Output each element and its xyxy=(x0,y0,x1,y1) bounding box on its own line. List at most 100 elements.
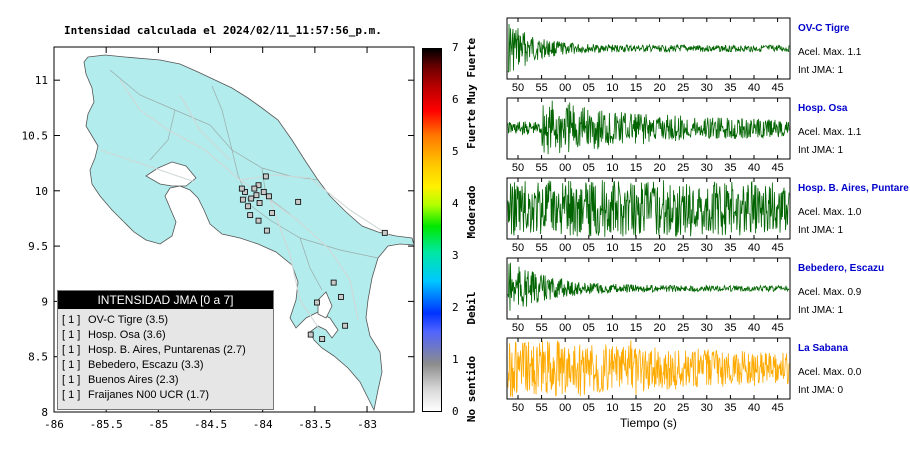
map-y-tick-label: 8.5 xyxy=(28,351,48,364)
trace-x-tick-label: 10 xyxy=(606,322,618,334)
trace-x-tick-label: 35 xyxy=(724,162,736,174)
trace-panel: 50 55 00 05 10 15 20 25 30 35 40 45 xyxy=(506,97,791,174)
station-marker xyxy=(381,229,388,236)
trace-station-name: Bebedero, Escazu xyxy=(798,263,885,274)
colorbar-tick-label: 7 xyxy=(452,41,459,54)
station-marker xyxy=(255,217,262,224)
trace-x-tick-label: 40 xyxy=(748,322,760,334)
golfo-dulce xyxy=(317,291,333,319)
trace-int-jma: Int JMA: 1 xyxy=(798,225,843,236)
trace-x-tick-label: 45 xyxy=(771,82,783,94)
trace-x-tick-label: 25 xyxy=(677,242,689,254)
station-marker xyxy=(319,336,326,342)
trace-panel: 50 55 00 05 10 15 20 25 30 35 40 45 xyxy=(506,17,791,94)
legend-item-name: Fraijanes N00 UCR (1.7) xyxy=(88,389,210,401)
waveform-line xyxy=(507,340,790,398)
accel-value: 0.0 xyxy=(847,367,862,378)
station-marker xyxy=(239,196,246,203)
trace-x-tick-label: 55 xyxy=(535,82,547,94)
trace-x-tick-label: 30 xyxy=(701,162,713,174)
int-value: 1 xyxy=(837,305,844,316)
trace-x-tick-label: 20 xyxy=(653,242,665,254)
station-marker xyxy=(260,188,267,195)
station-marker xyxy=(263,227,270,234)
accel-value: 1.1 xyxy=(847,47,862,58)
trace-x-tick-label: 50 xyxy=(512,402,524,414)
trace-x-tick-label: 10 xyxy=(606,242,618,254)
trace-accel-max: Acel. Max. 1.1 xyxy=(798,47,861,58)
colorbar-tick-label: 3 xyxy=(452,249,459,262)
trace-x-tick-label: 25 xyxy=(677,162,689,174)
trace-x-tick-label: 50 xyxy=(512,242,524,254)
station-points xyxy=(238,173,388,342)
trace-x-tick-label: 15 xyxy=(630,162,642,174)
legend-item: [ 1 ] Fraijanes N00 UCR (1.7) xyxy=(62,388,273,403)
waveform-line xyxy=(507,180,790,238)
int-value: 1 xyxy=(837,65,844,76)
trace-x-tick-label: 30 xyxy=(701,402,713,414)
trace-x-tick-label: 45 xyxy=(771,162,783,174)
intensity-colorbar xyxy=(422,48,442,412)
map-x-tick-label: -86 xyxy=(44,418,64,431)
trace-x-tick-label: 00 xyxy=(559,82,571,94)
int-value: 1 xyxy=(837,145,844,156)
trace-station-name: Hosp. B. Aires, Puntare xyxy=(798,183,909,194)
legend-item-name: Bebedero, Escazu (3.3) xyxy=(88,359,204,371)
station-marker xyxy=(266,193,272,200)
station-marker xyxy=(314,299,320,306)
trace-panel: 50 55 00 05 10 15 20 25 30 35 40 45 xyxy=(506,177,791,254)
trace-x-tick-label: 15 xyxy=(630,82,642,94)
map-x-tick-label: -85 xyxy=(148,418,168,431)
trace-x-tick-label: 00 xyxy=(559,402,571,414)
intensity-legend: INTENSIDAD JMA [0 a 7] [ 1 ] OV-C Tigre (… xyxy=(57,290,274,410)
trace-x-tick-label: 15 xyxy=(630,402,642,414)
trace-x-tick-label: 05 xyxy=(583,162,595,174)
trace-x-tick-label: 30 xyxy=(701,242,713,254)
trace-accel-max: Acel. Max. 1.1 xyxy=(798,127,861,138)
colorbar-tick-label: 5 xyxy=(452,145,459,158)
trace-x-tick-label: 25 xyxy=(677,322,689,334)
map-title: Intensidad calculada el 2024/02/11_11:57… xyxy=(64,24,382,37)
trace-x-tick-label: 45 xyxy=(771,322,783,334)
trace-x-tick-label: 20 xyxy=(653,322,665,334)
map-y-tick-label: 10 xyxy=(35,185,48,198)
trace-x-tick-label: 40 xyxy=(748,162,760,174)
legend-item-level: [ 1 ] xyxy=(62,344,81,356)
trace-accel-max: Acel. Max. 0.9 xyxy=(798,287,861,298)
colorbar-tick-label: 4 xyxy=(452,197,459,210)
colorbar-tick-label: 1 xyxy=(452,353,459,366)
map-y-tick-label: 11 xyxy=(35,74,48,87)
station-marker xyxy=(247,212,254,219)
trace-x-tick-label: 20 xyxy=(653,162,665,174)
legend-item: [ 1 ] Buenos Aires (2.3) xyxy=(62,373,273,388)
trace-x-tick-label: 25 xyxy=(677,82,689,94)
trace-int-jma: Int JMA: 1 xyxy=(798,145,843,156)
legend-item-level: [ 1 ] xyxy=(62,314,81,326)
legend-item-level: [ 1 ] xyxy=(62,374,81,386)
trace-station-name: La Sabana xyxy=(798,343,849,354)
int-label: Int JMA: xyxy=(798,385,838,396)
trace-int-jma: Int JMA: 1 xyxy=(798,305,843,316)
trace-x-tick-label: 55 xyxy=(535,162,547,174)
trace-x-tick-label: 40 xyxy=(748,82,760,94)
accel-value: 1.0 xyxy=(847,207,862,218)
trace-x-tick-label: 05 xyxy=(583,402,595,414)
legend-item-name: OV-C Tigre (3.5) xyxy=(88,314,169,326)
trace-x-tick-label: 40 xyxy=(748,402,760,414)
trace-x-tick-label: 45 xyxy=(771,402,783,414)
trace-station-name: Hosp. Osa xyxy=(798,103,848,114)
trace-accel-max: Acel. Max. 1.0 xyxy=(798,207,861,218)
trace-x-tick-label: 55 xyxy=(535,322,547,334)
accel-label: Acel. Max. xyxy=(798,127,848,138)
trace-x-tick-label: 50 xyxy=(512,322,524,334)
trace-int-jma: Int JMA: 0 xyxy=(798,385,843,396)
legend-item: [ 1 ] Hosp. Osa (3.6) xyxy=(62,328,273,343)
station-marker xyxy=(307,331,314,338)
legend-item: [ 1 ] OV-C Tigre (3.5) xyxy=(62,313,273,328)
trace-x-tick-label: 45 xyxy=(771,242,783,254)
station-marker xyxy=(251,185,258,192)
trace-x-tick-label: 55 xyxy=(535,242,547,254)
map-y-tick-label: 10.5 xyxy=(22,129,49,142)
colorbar-tick-label: 0 xyxy=(452,405,459,418)
